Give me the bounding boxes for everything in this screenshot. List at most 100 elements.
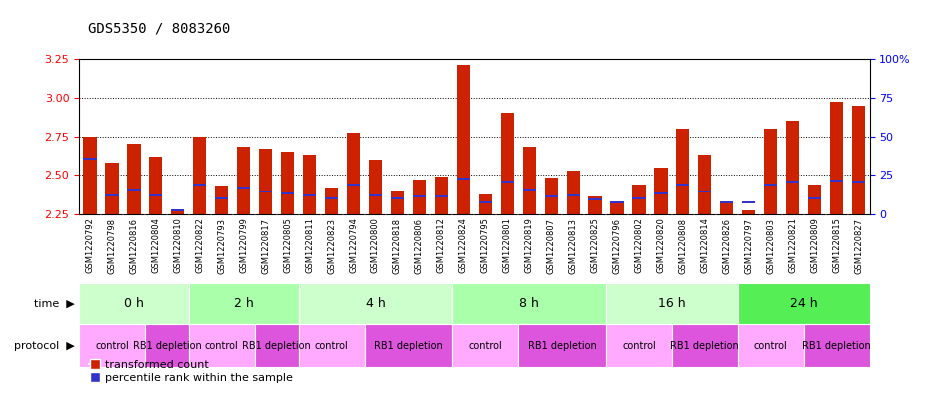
Bar	[737, 324, 804, 367]
Text: 4 h: 4 h	[365, 297, 385, 310]
Bar	[303, 194, 316, 196]
Text: GSM1220800: GSM1220800	[371, 218, 380, 274]
Bar	[369, 160, 382, 214]
Text: GSM1220825: GSM1220825	[591, 218, 600, 274]
Bar	[808, 197, 821, 198]
Text: GSM1220824: GSM1220824	[458, 218, 468, 274]
Bar	[545, 195, 558, 197]
Text: control: control	[754, 341, 788, 351]
Text: control: control	[469, 341, 502, 351]
Bar	[737, 283, 870, 324]
Bar	[671, 324, 737, 367]
Text: control: control	[95, 341, 129, 351]
Bar	[804, 324, 870, 367]
Bar	[84, 136, 97, 214]
Text: GSM1220826: GSM1220826	[723, 218, 731, 274]
Bar	[215, 197, 229, 198]
Text: GSM1220792: GSM1220792	[86, 218, 95, 274]
Text: 0 h: 0 h	[124, 297, 144, 310]
Bar	[610, 202, 624, 214]
Text: GSM1220812: GSM1220812	[437, 218, 445, 274]
Text: GSM1220816: GSM1220816	[129, 218, 139, 274]
Text: GSM1220808: GSM1220808	[678, 218, 687, 274]
Text: GSM1220810: GSM1220810	[173, 218, 182, 274]
Bar	[237, 147, 250, 214]
Bar	[676, 129, 689, 214]
Bar	[589, 198, 602, 200]
Text: RB1 depletion: RB1 depletion	[243, 341, 311, 351]
Bar	[610, 202, 624, 203]
Bar	[127, 144, 140, 214]
Bar	[325, 197, 339, 198]
Bar	[852, 181, 865, 183]
Bar	[786, 181, 799, 183]
Bar	[452, 324, 518, 367]
Bar	[105, 194, 119, 196]
Text: 24 h: 24 h	[790, 297, 817, 310]
Legend: transformed count, percentile rank within the sample: transformed count, percentile rank withi…	[85, 355, 297, 387]
Text: GSM1220797: GSM1220797	[744, 218, 753, 274]
Bar	[655, 167, 668, 214]
Text: GSM1220818: GSM1220818	[393, 218, 402, 274]
Text: GDS5350 / 8083260: GDS5350 / 8083260	[88, 21, 231, 35]
Bar	[457, 65, 470, 214]
Text: GSM1220804: GSM1220804	[152, 218, 160, 274]
Bar	[193, 184, 206, 186]
Text: protocol  ▶: protocol ▶	[14, 341, 74, 351]
Text: RB1 depletion: RB1 depletion	[374, 341, 443, 351]
Text: GSM1220799: GSM1220799	[239, 218, 248, 274]
Bar	[281, 192, 294, 194]
Text: GSM1220817: GSM1220817	[261, 218, 271, 274]
Text: GSM1220806: GSM1220806	[415, 218, 424, 274]
Bar	[566, 194, 579, 196]
Text: 2 h: 2 h	[233, 297, 254, 310]
Text: 16 h: 16 h	[658, 297, 685, 310]
Bar	[452, 283, 606, 324]
Text: GSM1220823: GSM1220823	[327, 218, 336, 274]
Text: control: control	[622, 341, 656, 351]
Bar	[259, 191, 272, 193]
Bar	[281, 152, 294, 214]
Text: RB1 depletion: RB1 depletion	[527, 341, 596, 351]
Bar	[347, 134, 360, 214]
Bar	[606, 324, 671, 367]
Bar	[523, 189, 536, 191]
Text: GSM1220819: GSM1220819	[525, 218, 534, 274]
Bar	[215, 186, 229, 214]
Bar	[808, 185, 821, 214]
Bar	[79, 324, 145, 367]
Bar	[435, 195, 448, 197]
Text: GSM1220807: GSM1220807	[547, 218, 555, 274]
Text: GSM1220820: GSM1220820	[657, 218, 666, 274]
Bar	[413, 195, 426, 197]
Bar	[347, 184, 360, 186]
Bar	[299, 324, 365, 367]
Text: RB1 depletion: RB1 depletion	[803, 341, 871, 351]
Text: GSM1220822: GSM1220822	[195, 218, 205, 274]
Bar	[632, 185, 645, 214]
Bar	[479, 194, 492, 214]
Bar	[742, 209, 755, 214]
Bar	[369, 194, 382, 196]
Bar	[150, 157, 163, 214]
Text: GSM1220821: GSM1220821	[789, 218, 797, 274]
Text: GSM1220827: GSM1220827	[854, 218, 863, 274]
Bar	[150, 194, 163, 196]
Bar	[435, 177, 448, 214]
Bar	[189, 283, 299, 324]
Text: GSM1220803: GSM1220803	[766, 218, 776, 274]
Bar	[500, 113, 514, 214]
Text: GSM1220795: GSM1220795	[481, 218, 490, 274]
Bar	[742, 202, 755, 203]
Text: RB1 depletion: RB1 depletion	[132, 341, 201, 351]
Bar	[764, 184, 777, 186]
Bar	[764, 129, 777, 214]
Bar	[84, 158, 97, 160]
Bar	[79, 283, 189, 324]
Text: GSM1220801: GSM1220801	[503, 218, 512, 274]
Bar	[299, 283, 452, 324]
Text: GSM1220809: GSM1220809	[810, 218, 819, 274]
Bar	[145, 324, 189, 367]
Bar	[655, 192, 668, 194]
Text: GSM1220814: GSM1220814	[700, 218, 710, 274]
